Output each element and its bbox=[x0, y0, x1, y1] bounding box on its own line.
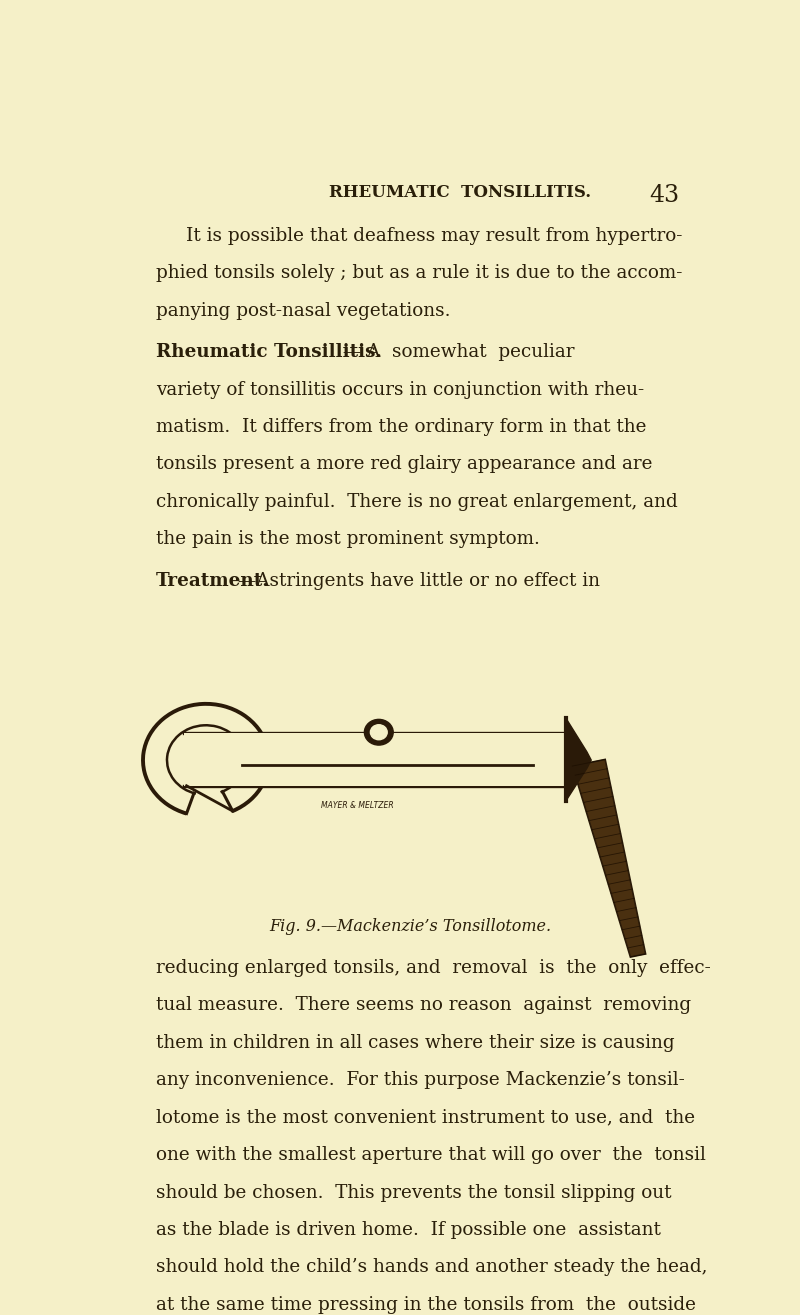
Text: tual measure.  There seems no reason  against  removing: tual measure. There seems no reason agai… bbox=[156, 997, 691, 1014]
Text: them in children in all cases where their size is causing: them in children in all cases where thei… bbox=[156, 1034, 674, 1052]
Text: matism.  It differs from the ordinary form in that the: matism. It differs from the ordinary for… bbox=[156, 418, 646, 437]
Polygon shape bbox=[566, 718, 591, 801]
Text: phied tonsils solely ; but as a rule it is due to the accom-: phied tonsils solely ; but as a rule it … bbox=[156, 264, 682, 283]
Text: MAYER & MELTZER: MAYER & MELTZER bbox=[321, 801, 394, 810]
Polygon shape bbox=[183, 734, 566, 786]
Text: the pain is the most prominent symptom.: the pain is the most prominent symptom. bbox=[156, 530, 540, 548]
Text: should be chosen.  This prevents the tonsil slipping out: should be chosen. This prevents the tons… bbox=[156, 1184, 671, 1202]
Circle shape bbox=[365, 719, 394, 746]
Text: should hold the child’s hands and another steady the head,: should hold the child’s hands and anothe… bbox=[156, 1258, 707, 1277]
Text: 43: 43 bbox=[650, 184, 680, 208]
Text: — A  somewhat  peculiar: — A somewhat peculiar bbox=[337, 343, 574, 362]
Text: chronically painful.  There is no great enlargement, and: chronically painful. There is no great e… bbox=[156, 493, 678, 512]
Text: Fig. 9.—Mackenzie’s Tonsillotome.: Fig. 9.—Mackenzie’s Tonsillotome. bbox=[269, 918, 551, 935]
Text: Rheumatic Tonsillitis.: Rheumatic Tonsillitis. bbox=[156, 343, 382, 362]
Polygon shape bbox=[573, 760, 646, 957]
Text: any inconvenience.  For this purpose Mackenzie’s tonsil-: any inconvenience. For this purpose Mack… bbox=[156, 1072, 685, 1089]
Circle shape bbox=[370, 725, 387, 740]
Text: as the blade is driven home.  If possible one  assistant: as the blade is driven home. If possible… bbox=[156, 1222, 661, 1239]
Text: reducing enlarged tonsils, and  removal  is  the  only  effec-: reducing enlarged tonsils, and removal i… bbox=[156, 959, 710, 977]
Text: variety of tonsillitis occurs in conjunction with rheu-: variety of tonsillitis occurs in conjunc… bbox=[156, 380, 644, 398]
Text: tonsils present a more red glairy appearance and are: tonsils present a more red glairy appear… bbox=[156, 455, 652, 473]
Text: at the same time pressing in the tonsils from  the  outside: at the same time pressing in the tonsils… bbox=[156, 1295, 696, 1314]
Text: Treatment.: Treatment. bbox=[156, 572, 270, 590]
Text: It is possible that deafness may result from hypertro-: It is possible that deafness may result … bbox=[186, 226, 682, 245]
Text: lotome is the most convenient instrument to use, and  the: lotome is the most convenient instrument… bbox=[156, 1109, 695, 1127]
Text: panying post-nasal vegetations.: panying post-nasal vegetations. bbox=[156, 301, 450, 320]
Text: —Astringents have little or no effect in: —Astringents have little or no effect in bbox=[238, 572, 600, 590]
Text: RHEUMATIC  TONSILLITIS.: RHEUMATIC TONSILLITIS. bbox=[330, 184, 591, 201]
Text: one with the smallest aperture that will go over  the  tonsil: one with the smallest aperture that will… bbox=[156, 1147, 706, 1164]
